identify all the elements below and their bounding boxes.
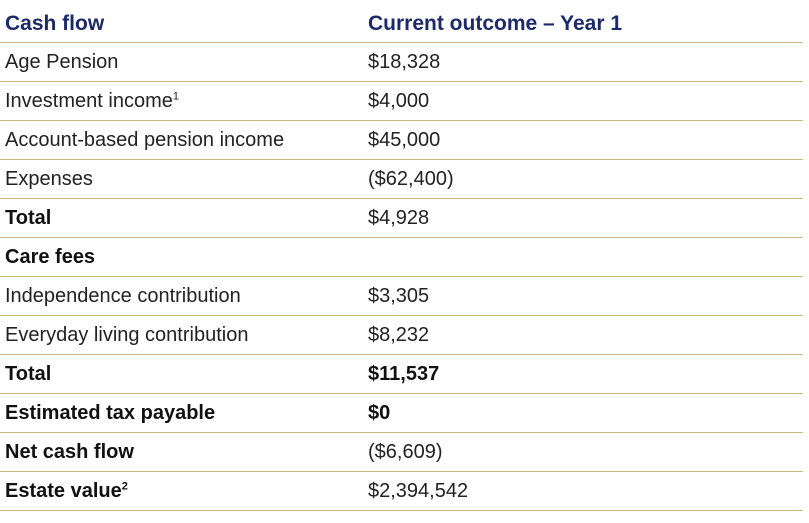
- row-label-text: Total: [5, 207, 52, 229]
- row-label: Total: [0, 207, 368, 230]
- row-label-text: Net cash flow: [5, 441, 134, 463]
- table-row: Age Pension $18,328: [0, 44, 803, 82]
- row-value: ($6,609): [368, 441, 443, 463]
- footnote-marker: 2: [121, 480, 128, 493]
- row-value: $3,305: [368, 285, 430, 307]
- row-value: $0: [368, 402, 391, 424]
- table-row: Independence contribution $3,305: [0, 278, 803, 316]
- row-value: $4,000: [368, 90, 430, 112]
- table-body: Age Pension $18,328 Investment income1 $4,0…: [0, 44, 803, 511]
- row-label-text: Investment income: [5, 90, 173, 112]
- table-row: Estimated tax payable $0: [0, 395, 803, 433]
- table-row: Everyday living contribution $8,232: [0, 317, 803, 355]
- row-label-text: Independence contribution: [5, 285, 241, 307]
- row-label: Estate value2: [0, 480, 368, 503]
- table-row: Estate value2 $2,394,542: [0, 473, 803, 511]
- row-label-text: Expenses: [5, 168, 93, 190]
- row-label: Account-based pension income: [0, 129, 368, 152]
- column-header-current-outcome: Current outcome – Year 1: [368, 11, 623, 35]
- column-header-cash-flow: Cash flow: [5, 11, 105, 35]
- row-label: Net cash flow: [0, 441, 368, 464]
- row-label: Age Pension: [0, 51, 368, 74]
- table-row: Net cash flow ($6,609): [0, 434, 803, 472]
- row-label: Care fees: [0, 246, 368, 269]
- footnote-marker: 1: [172, 90, 179, 103]
- row-label-text: Account-based pension income: [5, 129, 285, 151]
- row-value: $45,000: [368, 129, 441, 151]
- row-value: $18,328: [368, 51, 441, 73]
- row-value: $4,928: [368, 207, 430, 229]
- row-label: Independence contribution: [0, 285, 368, 308]
- table-row: Account-based pension income $45,000: [0, 122, 803, 160]
- row-label-text: Age Pension: [5, 51, 119, 73]
- table-row: Expenses ($62,400): [0, 161, 803, 199]
- cash-flow-table: Cash flow Current outcome – Year 1 Age P…: [0, 5, 803, 512]
- table-row: Investment income1 $4,000: [0, 83, 803, 121]
- row-label: Expenses: [0, 168, 368, 191]
- row-label-text: Estimated tax payable: [5, 402, 216, 424]
- table-header-row: Cash flow Current outcome – Year 1: [0, 5, 803, 43]
- row-value: $2,394,542: [368, 480, 469, 502]
- row-label: Estimated tax payable: [0, 402, 368, 425]
- row-label-text: Care fees: [5, 246, 96, 268]
- row-value: $8,232: [368, 324, 430, 346]
- row-label-text: Estate value: [5, 480, 122, 502]
- table-row: Total $11,537: [0, 356, 803, 394]
- row-label-text: Total: [5, 363, 52, 385]
- row-value: $11,537: [368, 363, 440, 385]
- row-label: Everyday living contribution: [0, 324, 368, 347]
- table-row: Total $4,928: [0, 200, 803, 238]
- row-label: Total: [0, 363, 368, 386]
- table-row: Care fees: [0, 239, 803, 277]
- row-label-text: Everyday living contribution: [5, 324, 249, 346]
- row-value: ($62,400): [368, 168, 454, 190]
- row-label: Investment income1: [0, 90, 368, 113]
